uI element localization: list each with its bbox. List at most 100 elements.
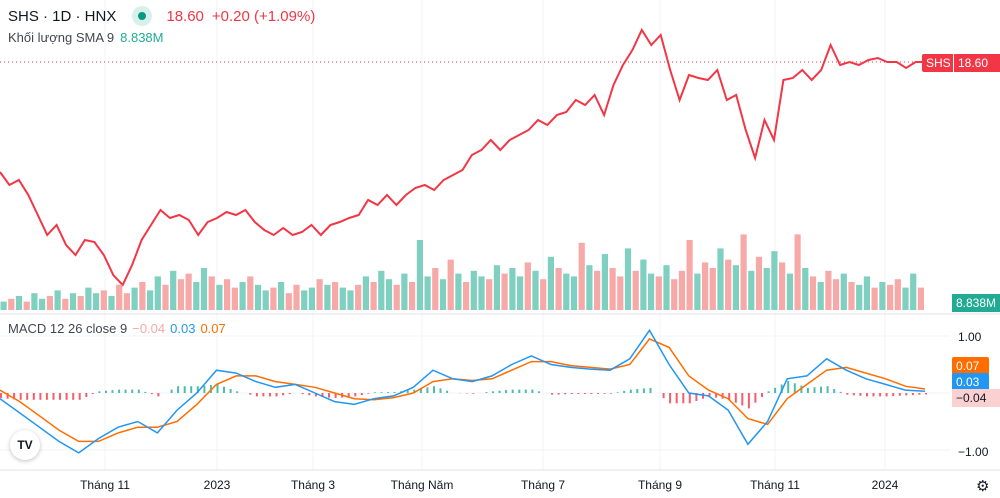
macd-signal-value: 0.07 [200, 321, 226, 336]
macd-histogram-bar [597, 393, 599, 394]
volume-bar [123, 293, 130, 310]
macd-histogram-bar [702, 393, 704, 399]
volume-bar [324, 284, 331, 310]
volume-bar [478, 276, 485, 310]
macd-histogram-bar [577, 393, 580, 394]
volume-bar [624, 248, 632, 310]
volume-bar [108, 296, 115, 310]
macd-histogram-bar [682, 393, 685, 404]
macd-histogram-bar [747, 393, 750, 409]
macd-histogram-bar [413, 389, 416, 393]
macd-histogram-bar [45, 393, 48, 400]
macd-histogram-bar [649, 387, 652, 393]
time-axis-label: 2023 [203, 478, 231, 492]
macd-histogram-bar [839, 391, 842, 393]
macd-histogram-bar [170, 389, 173, 393]
macd-hist-value: −0.04 [132, 321, 166, 336]
volume-bar [779, 262, 786, 310]
macd-histogram-bar [367, 393, 370, 394]
volume-bar [509, 268, 516, 310]
volume-bar [894, 279, 901, 310]
macd-histogram-bar [885, 393, 888, 397]
time-axis-label: 2024 [871, 478, 899, 492]
volume-bar [339, 287, 346, 310]
macd-histogram-bar [734, 393, 737, 403]
macd-histogram-bar [321, 393, 324, 397]
volume-bar [524, 262, 531, 310]
volume-bar [563, 273, 570, 310]
volume-bar [671, 279, 678, 310]
volume-bar [231, 287, 238, 310]
macd-histogram-bar [177, 386, 180, 393]
macd-histogram-bar [826, 386, 829, 393]
macd-histogram-bar [255, 393, 258, 397]
volume-bar [401, 273, 408, 310]
volume-bar [517, 276, 524, 310]
macd-histogram-bar [65, 393, 68, 400]
macd-histogram-bar [695, 393, 698, 401]
symbol-legend: SHS · 1D · HNX 18.60 +0.20 (+1.09%) [8, 6, 315, 26]
macd-histogram-bar [98, 391, 101, 393]
tradingview-logo-icon[interactable]: TV [10, 430, 40, 460]
volume-bar [902, 287, 909, 310]
volume-value: 8.838M [120, 30, 164, 45]
market-status-icon [132, 6, 153, 26]
volume-bar [470, 270, 477, 310]
volume-bar [879, 282, 886, 310]
volume-bar [578, 242, 585, 310]
volume-bar [794, 234, 801, 310]
macd-histogram-bar [229, 389, 232, 393]
volume-bar [439, 279, 447, 310]
macd-histogram-bar [492, 391, 494, 393]
macd-histogram-bar [347, 393, 350, 397]
volume-bar [0, 301, 7, 310]
volume-bar [193, 282, 200, 310]
macd-histogram-bar [925, 393, 927, 395]
volume-legend: Khối lượng SMA 9 8.838M [8, 30, 164, 45]
volume-bar [825, 270, 832, 310]
macd-histogram-bar [846, 393, 849, 395]
macd-histogram-bar [360, 393, 363, 396]
volume-bar [247, 276, 254, 310]
macd-histogram-bar [39, 393, 42, 400]
macd-histogram-bar [623, 390, 626, 393]
volume-bar [863, 276, 870, 310]
macd-histogram-bar [406, 390, 409, 393]
macd-histogram-bar [708, 393, 711, 397]
volume-bar [254, 284, 262, 310]
macd-histogram-bar [26, 393, 29, 400]
volume-bar [85, 287, 92, 310]
macd-histogram-bar [419, 388, 422, 393]
macd-histogram-bar [190, 386, 193, 393]
macd-histogram-bar [761, 393, 763, 397]
volume-bar [208, 276, 215, 310]
macd-histogram-bar [892, 393, 895, 397]
volume-bar [732, 265, 739, 310]
macd-histogram-bar [872, 393, 875, 397]
macd-histogram-bar [32, 393, 35, 400]
volume-bar [771, 251, 778, 310]
macd-histogram-bar [590, 393, 593, 394]
volume-bar [39, 298, 46, 310]
macd-histogram-bar [557, 393, 560, 395]
macd-histogram-bar [91, 393, 94, 395]
macd-histogram-bar [531, 389, 534, 393]
settings-icon[interactable]: ⚙ [976, 478, 990, 495]
macd-histogram-bar [879, 393, 882, 397]
volume-bar [702, 262, 709, 310]
volume-bar [601, 254, 608, 310]
macd-histogram-bar [308, 393, 311, 396]
symbol-title[interactable]: SHS · 1D · HNX [8, 7, 117, 25]
volume-bar [409, 282, 416, 310]
volume-bar [609, 268, 616, 310]
volume-bar [100, 290, 107, 310]
volume-bar [62, 298, 69, 310]
macd-histogram-bar [662, 393, 665, 399]
volume-bar [15, 296, 23, 310]
macd-histogram-bar [465, 393, 468, 394]
macd-histogram-bar [911, 393, 914, 396]
volume-bar [69, 293, 77, 310]
macd-histogram-bar [314, 393, 317, 397]
macd-histogram-bar [433, 386, 435, 393]
